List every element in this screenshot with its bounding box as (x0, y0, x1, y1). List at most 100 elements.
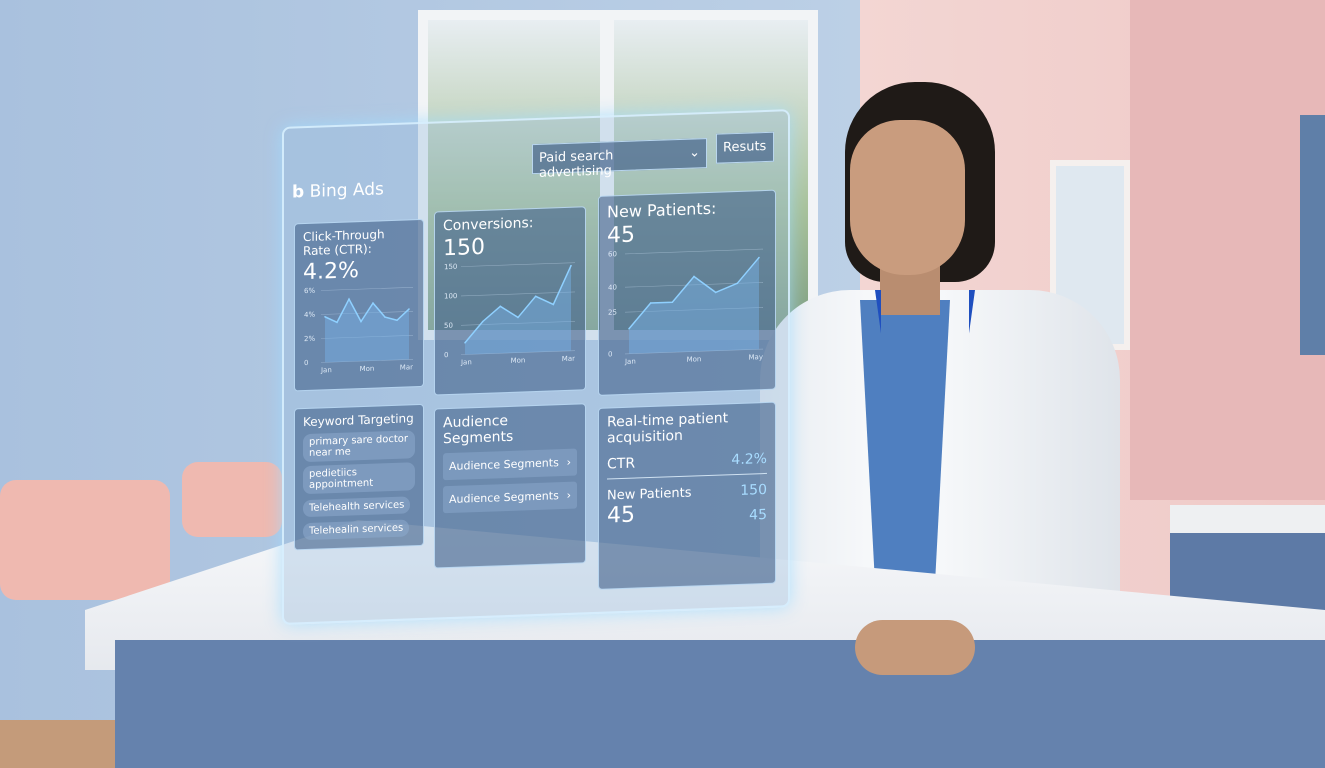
keyword-chip[interactable]: Telehealth services (303, 496, 411, 518)
new-patients-chart: 0 25 40 60 Jan Mon May (608, 248, 763, 366)
bing-logo-icon: b (292, 182, 305, 203)
card-title: Conversions: (443, 215, 534, 235)
segment-label: Audience Segments (449, 456, 559, 474)
segment-label: Audience Segments (449, 489, 559, 507)
y-tick-label: 40 (608, 284, 617, 292)
gridline (321, 358, 413, 363)
keyword-chip[interactable]: primary sare doctor near me (303, 430, 415, 463)
data-point (736, 282, 739, 285)
conversions-chart: 0 50 100 150 Jan Mon Mar (444, 262, 575, 367)
gridline (321, 286, 413, 291)
data-point (372, 302, 374, 304)
card-title: Click-Through Rate (CTR): (303, 227, 385, 259)
audience-card: Audience Segments Audience Segments › Aud… (434, 403, 586, 569)
arch-doorway (1130, 0, 1325, 500)
gridline (625, 282, 763, 288)
area-fill (325, 299, 409, 363)
counter-front (115, 640, 1325, 768)
hologram-dashboard: b Bing Ads Paid search advertising ⌄ Res… (282, 109, 790, 625)
data-point (517, 316, 519, 319)
data-point (336, 321, 338, 324)
data-point (570, 264, 572, 267)
data-point (552, 303, 555, 306)
card-title: Audience Segments (443, 412, 514, 448)
data-point (384, 316, 386, 318)
card-title: Keyword Targeting (303, 411, 414, 430)
dropdown-value: Paid search advertising (539, 148, 614, 181)
data-point (348, 298, 350, 300)
chevron-right-icon: › (566, 455, 571, 469)
gridline (461, 291, 575, 297)
x-tick-label: Mon (687, 355, 702, 364)
new-patients-card: New Patients: 45 0 25 40 60 Jan Mon May (598, 189, 776, 396)
x-tick-label: Jan (320, 366, 332, 374)
area-fill (465, 265, 571, 355)
data-point (693, 275, 695, 278)
audience-segment-item[interactable]: Audience Segments › (443, 448, 577, 481)
new-patients-value: 150 (740, 481, 767, 499)
campaign-dropdown[interactable]: Paid search advertising ⌄ (532, 138, 707, 181)
new-patients-label: New Patients (607, 485, 692, 504)
y-tick-label: 100 (444, 292, 457, 300)
gridline (461, 262, 575, 267)
data-point (758, 256, 760, 259)
data-point (396, 319, 398, 322)
x-tick-label: Mar (562, 355, 575, 363)
gridline (625, 348, 763, 355)
data-point (408, 308, 410, 310)
data-point (499, 305, 502, 308)
results-button[interactable]: Resuts (716, 131, 774, 164)
gridline (625, 307, 763, 313)
y-tick-label: 50 (444, 322, 453, 330)
x-tick-label: Jan (460, 358, 472, 366)
data-point (534, 295, 537, 298)
x-tick-label: Mar (400, 363, 413, 371)
person-hand (855, 620, 975, 675)
y-tick-label: 25 (608, 309, 617, 317)
y-tick-label: 0 (444, 351, 448, 359)
data-point (360, 320, 362, 323)
data-point (481, 320, 484, 323)
y-tick-label: 4% (304, 311, 315, 319)
ctr-value: 4.2% (731, 450, 767, 469)
y-tick-label: 0 (304, 359, 308, 367)
data-point (464, 341, 466, 344)
keyword-card: Keyword Targeting primary sare doctor ne… (294, 403, 424, 551)
data-point (324, 315, 326, 318)
chevron-right-icon: › (566, 488, 571, 502)
series-line (324, 297, 410, 324)
brand-name: Bing Ads (309, 179, 384, 202)
brand-logo: b Bing Ads (292, 179, 384, 202)
wall-art (1300, 115, 1325, 355)
conversions-card: Conversions: 150 0 50 100 150 Jan Mon Mar (434, 206, 586, 396)
gridline (461, 350, 575, 355)
y-tick-label: 150 (444, 263, 457, 271)
x-tick-label: Jan (624, 358, 636, 366)
keyword-chip[interactable]: Telehealin services (303, 519, 410, 541)
audience-segment-item[interactable]: Audience Segments › (443, 481, 577, 514)
chair (0, 480, 170, 600)
ctr-chart: 0 2% 4% 6% Jan Mon Mar (304, 286, 413, 375)
gridline (625, 248, 763, 255)
realtime-card: Real-time patient acquisition CTR 4.2% N… (598, 401, 776, 590)
data-point (649, 302, 652, 304)
area-fill (629, 257, 759, 354)
y-tick-label: 6% (304, 287, 315, 295)
data-point (628, 327, 630, 330)
big-value: 45 (607, 502, 635, 529)
x-tick-label: Mon (360, 365, 375, 374)
gridline (321, 334, 413, 339)
small-value: 45 (749, 506, 767, 524)
y-tick-label: 0 (608, 350, 612, 358)
y-tick-label: 2% (304, 335, 315, 343)
ctr-card: Click-Through Rate (CTR): 4.2% 0 2% 4% 6% Ja… (294, 218, 424, 392)
chevron-down-icon: ⌄ (689, 145, 700, 161)
ctr-label: CTR (607, 455, 636, 473)
card-title: Real-time patient acquisition (607, 410, 729, 447)
data-point (714, 291, 717, 294)
x-tick-label: May (749, 353, 763, 362)
x-tick-label: Mon (511, 356, 526, 365)
keyword-chip[interactable]: pedietiics appointment (303, 462, 415, 495)
person-face (850, 120, 965, 275)
chair (182, 462, 282, 537)
